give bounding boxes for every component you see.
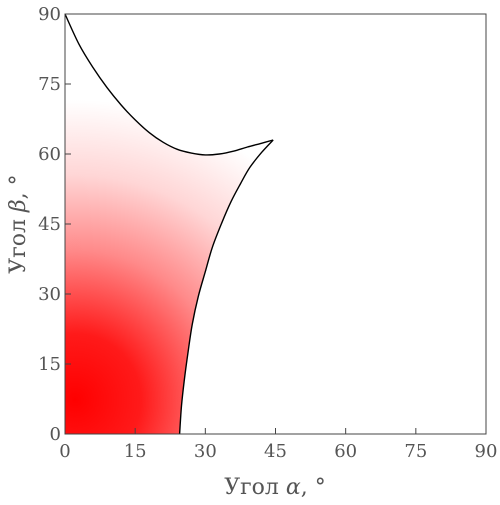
x-tick-label: 75 xyxy=(404,441,427,462)
y-tick-label: 75 xyxy=(38,74,61,95)
x-tick-label: 30 xyxy=(194,441,217,462)
y-tick-label: 90 xyxy=(38,4,61,25)
y-tick-label: 60 xyxy=(38,144,61,165)
x-axis-label: Угол α, ° xyxy=(224,475,326,500)
x-tick-label: 90 xyxy=(475,441,498,462)
x-tick-label: 45 xyxy=(264,441,287,462)
y-tick-label: 30 xyxy=(38,284,61,305)
y-axis-label: Угол β, ° xyxy=(6,174,31,273)
x-tick-label: 0 xyxy=(59,441,70,462)
plot-area xyxy=(64,13,487,435)
x-tick-label: 15 xyxy=(124,441,147,462)
y-tick-label: 0 xyxy=(50,424,61,445)
y-axis: 0 15 30 45 60 75 90 xyxy=(38,4,71,445)
upper-boundary-curve xyxy=(64,13,274,156)
x-tick-label: 60 xyxy=(334,441,357,462)
y-tick-label: 15 xyxy=(38,354,61,375)
feasible-region xyxy=(65,14,274,434)
y-tick-label: 45 xyxy=(38,214,61,235)
right-boundary-curve xyxy=(178,139,274,435)
x-axis: 0 15 30 45 60 75 90 xyxy=(59,428,497,462)
